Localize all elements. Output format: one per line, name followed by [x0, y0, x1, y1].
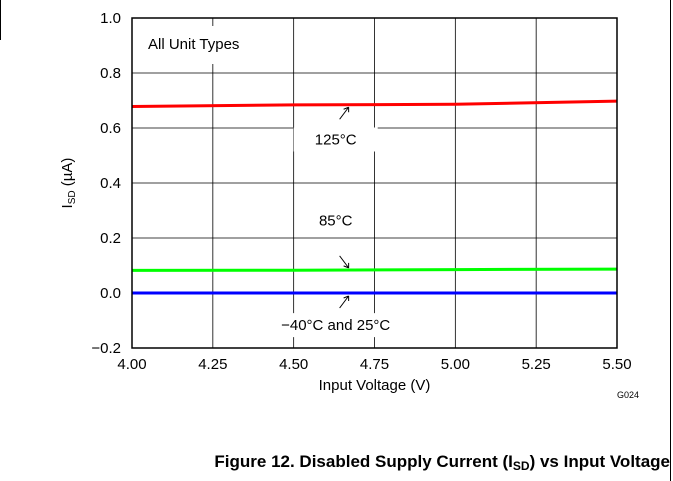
y-tick-label: 0.4 — [100, 175, 121, 192]
series-line-1 — [131, 267, 618, 272]
y-tick-label: 1.0 — [100, 10, 121, 27]
y-tick-label: −0.2 — [91, 340, 121, 357]
series-label-bg — [302, 208, 369, 233]
x-tick-label: 4.00 — [117, 356, 146, 373]
y-tick-label: 0.6 — [100, 120, 121, 137]
series-line-0 — [131, 99, 618, 108]
leader-line — [339, 106, 350, 120]
y-tick-labels: −0.2 0.0 0.2 0.4 0.6 0.8 1.0 — [91, 10, 121, 357]
frame-line-right — [670, 0, 671, 481]
series-labels: 125°C 85°C −40°C and 25°C — [251, 106, 420, 338]
caption-prefix: Figure 12. Disabled Supply Current (I — [214, 452, 513, 471]
arrowhead — [343, 295, 349, 299]
x-tick-label: 5.50 — [602, 356, 631, 373]
caption-subscript: SD — [512, 459, 530, 473]
leader-line — [339, 255, 350, 269]
frame-line-left — [0, 0, 1, 40]
arrowhead — [343, 265, 349, 269]
x-tick-label: 4.25 — [198, 356, 227, 373]
series-label-bg — [251, 313, 420, 338]
series-label-0: 125°C — [315, 132, 357, 149]
annotation-box — [136, 26, 276, 64]
caption-suffix: ) vs Input Voltage — [529, 452, 670, 471]
series-lines — [131, 99, 618, 295]
figure-code: G024 — [617, 390, 639, 400]
x-tick-label: 4.75 — [360, 356, 389, 373]
series-label-bg — [293, 127, 378, 152]
x-axis-label: Input Voltage (V) — [319, 377, 431, 394]
series-label-1: 85°C — [319, 213, 353, 230]
line-chart: All Unit Types 125°C 85°C −40°C and 25°C 4… — [59, 10, 639, 400]
plot-border — [131, 17, 618, 349]
annotation-label: All Unit Types — [148, 36, 239, 53]
leader-line — [339, 295, 350, 309]
grid-lines — [132, 18, 617, 348]
arrowhead — [343, 106, 349, 110]
y-tick-label: 0.8 — [100, 65, 121, 82]
y-tick-label: 0.0 — [100, 285, 121, 302]
y-axis-label-main: I — [59, 204, 76, 208]
y-axis-label-sub: SD — [67, 190, 78, 204]
x-tick-label: 5.25 — [522, 356, 551, 373]
figure-caption: Figure 12. Disabled Supply Current (ISD)… — [0, 452, 670, 473]
y-tick-label: 0.2 — [100, 230, 121, 247]
x-tick-label: 4.50 — [279, 356, 308, 373]
y-axis-label: ISD (µA) — [59, 158, 78, 209]
y-axis-label-unit: (µA) — [59, 158, 76, 191]
x-tick-labels: 4.00 4.25 4.50 4.75 5.00 5.25 5.50 — [117, 356, 631, 373]
x-tick-label: 5.00 — [441, 356, 470, 373]
series-label-2: −40°C and 25°C — [281, 317, 390, 334]
